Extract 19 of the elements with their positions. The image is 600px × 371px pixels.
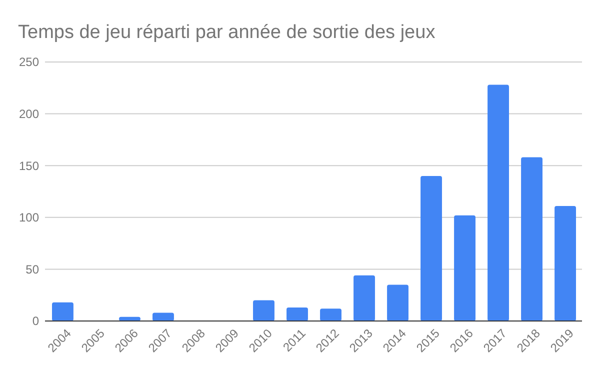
bar xyxy=(320,308,342,321)
bar xyxy=(488,84,509,321)
y-tick-label: 100 xyxy=(18,210,40,225)
bar xyxy=(52,302,74,321)
bar xyxy=(554,206,576,321)
bar xyxy=(354,275,375,321)
bar xyxy=(521,157,542,321)
y-tick-label: 250 xyxy=(18,55,40,70)
y-tick-label: 0 xyxy=(32,314,40,328)
y-tick-label: 200 xyxy=(18,107,40,121)
y-tick-label: 150 xyxy=(18,158,40,173)
bar xyxy=(286,308,308,321)
bar xyxy=(454,215,476,321)
bar xyxy=(420,176,442,321)
bar xyxy=(152,312,174,321)
bar xyxy=(387,284,408,321)
y-tick-label: 50 xyxy=(26,262,40,276)
bar xyxy=(253,300,274,321)
chart-title: Temps de jeu réparti par année de sortie des jeux xyxy=(18,22,436,43)
